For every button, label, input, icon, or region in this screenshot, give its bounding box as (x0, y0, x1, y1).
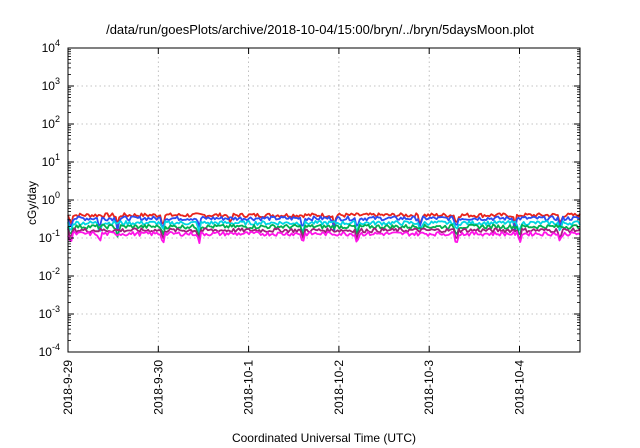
series-line-3 (67, 220, 581, 234)
y-axis-label: cGy/day (25, 181, 39, 225)
y-tick-label: 102 (42, 114, 60, 131)
x-tick-label: 2018-9-30 (151, 360, 165, 415)
grid (68, 48, 580, 352)
y-tick-label: 10-2 (39, 266, 60, 283)
x-tick-label: 2018-10-1 (242, 360, 256, 415)
y-tick-label: 10-1 (39, 228, 60, 245)
x-axis-label: Coordinated Universal Time (UTC) (232, 431, 416, 445)
chart-title: /data/run/goesPlots/archive/2018-10-04/1… (106, 22, 534, 37)
series-line-4 (67, 223, 581, 238)
y-tick-label: 100 (42, 190, 60, 207)
y-tick-label: 101 (42, 152, 60, 169)
series-line-2 (67, 215, 581, 232)
y-tick-label: 10-3 (39, 304, 60, 321)
axes: 10-4 10-3 10-2 10-1 100 101 102 103 104 2018-9-29… (39, 38, 580, 415)
series-layer (67, 212, 581, 244)
x-tick-label: 2018-10-2 (332, 360, 346, 415)
x-tick-label: 2018-10-3 (422, 360, 436, 415)
x-tick-label: 2018-10-4 (512, 360, 526, 415)
y-tick-label: 103 (42, 76, 60, 93)
series-line-6 (67, 230, 581, 244)
y-tick-label: 10-4 (39, 342, 60, 359)
y-tick-label: 104 (42, 38, 60, 55)
x-tick-label: 2018-9-29 (61, 360, 75, 415)
